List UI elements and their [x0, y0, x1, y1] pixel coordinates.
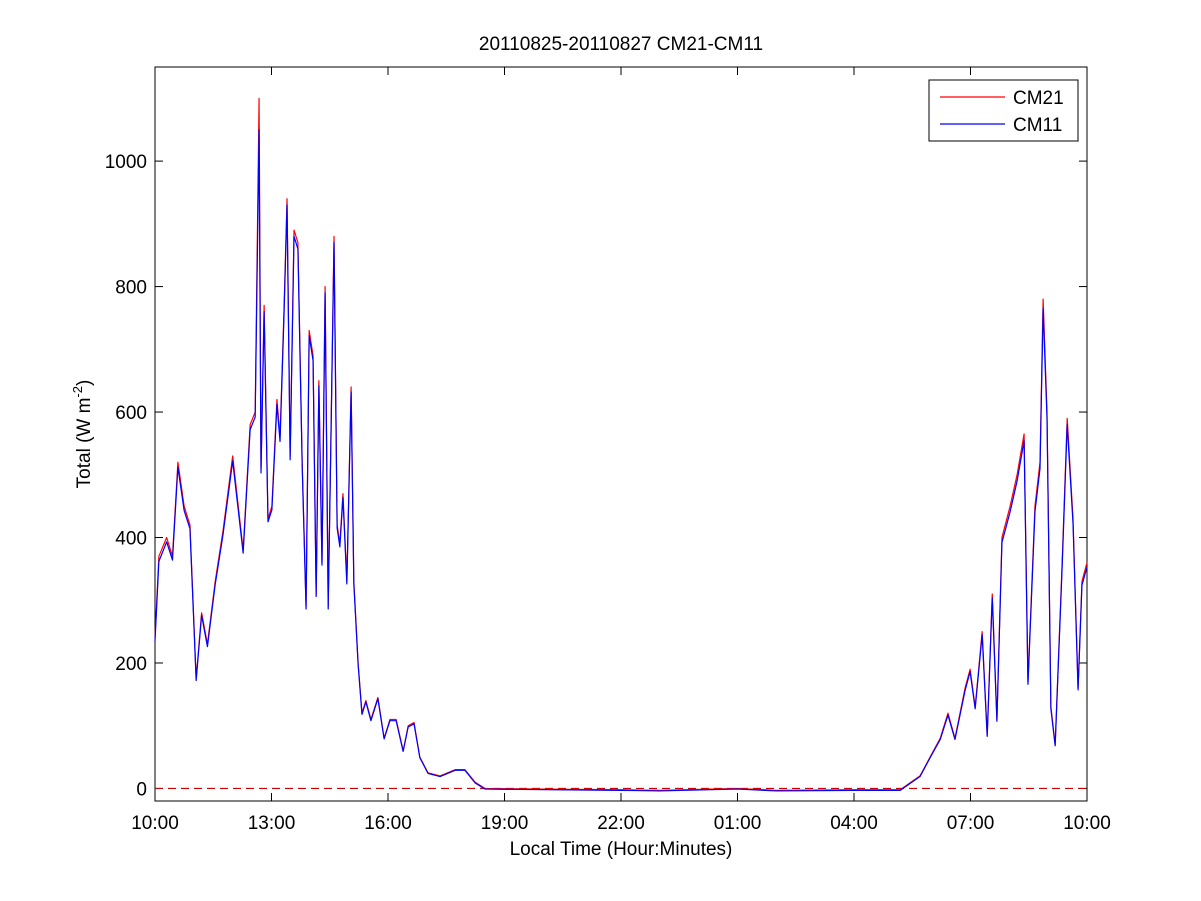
series-line	[154, 129, 1088, 792]
x-tick-label: 01:00	[714, 813, 762, 834]
x-tick-label: 22:00	[597, 813, 645, 834]
x-tick-label: 19:00	[481, 813, 529, 834]
x-tick-label: 13:00	[248, 813, 296, 834]
y-tick-label: 0	[136, 779, 147, 800]
y-tick-label: 600	[115, 403, 147, 424]
x-tick-label: 10:00	[131, 813, 179, 834]
legend-label: CM21	[1013, 88, 1064, 109]
x-tick-label: 16:00	[364, 813, 412, 834]
y-label-text: Total (W m	[74, 398, 95, 489]
y-tick-label: 200	[115, 654, 147, 675]
x-tick-label: 04:00	[830, 813, 878, 834]
y-tick-label: 1000	[105, 152, 147, 173]
y-axis-label: Total (W m-2)	[70, 380, 95, 489]
y-label-end: )	[74, 380, 95, 386]
y-tick-label: 400	[115, 529, 147, 550]
legend-box	[928, 79, 1079, 142]
x-axis-label: Local Time (Hour:Minutes)	[510, 839, 733, 860]
y-label-sup: -2	[70, 386, 85, 398]
x-tick-label: 07:00	[947, 813, 995, 834]
chart-title: 20110825-20110827 CM21-CM11	[479, 34, 763, 55]
y-tick-label: 800	[115, 278, 147, 299]
legend-label: CM11	[1013, 115, 1062, 136]
plot-area	[154, 66, 1088, 802]
x-tick-label: 10:00	[1063, 813, 1111, 834]
